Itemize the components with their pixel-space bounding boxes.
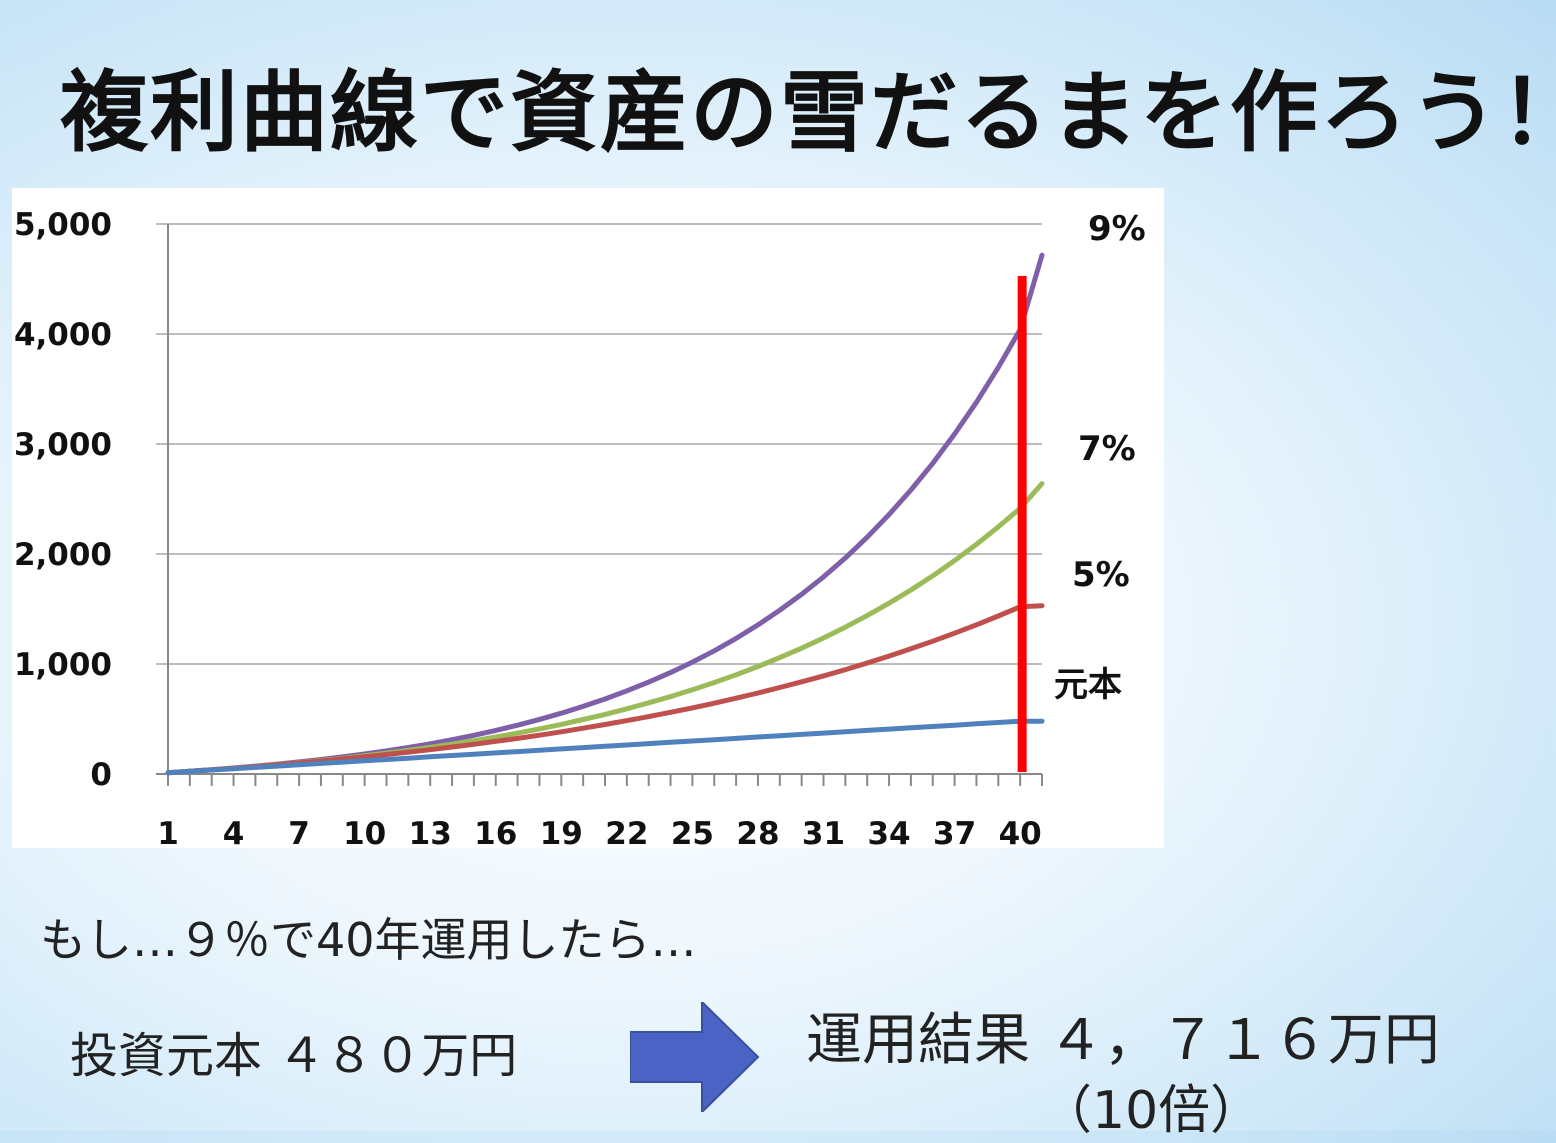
x-tick-label: 25 xyxy=(671,816,714,848)
chart-svg: 0 1,000 2,000 3,000 4,000 5,000 1 4 7 10 13 16 19 22 2… xyxy=(14,207,1146,848)
x-tick-label: 28 xyxy=(736,816,779,848)
axis-layer: 0 1,000 2,000 3,000 4,000 5,000 1 4 7 10 13 16 19 22 2… xyxy=(14,207,1043,848)
series-label: 7% xyxy=(1078,429,1136,469)
x-tick-label: 7 xyxy=(288,816,310,848)
page-title: 複利曲線で資産の雪だるまを作ろう！ xyxy=(60,61,1556,164)
x-tick-label: 1 xyxy=(157,816,179,848)
y-tick-label: 1,000 xyxy=(14,647,112,683)
y-tick-label: 2,000 xyxy=(14,537,112,573)
x-tick-label: 4 xyxy=(223,816,245,848)
series-line xyxy=(165,718,1045,776)
x-tick-label: 31 xyxy=(802,816,845,848)
x-tick-label: 16 xyxy=(474,816,517,848)
multiple-text: （10倍） xyxy=(1040,1081,1263,1141)
x-tick-label: 19 xyxy=(540,816,583,848)
x-tick-label: 22 xyxy=(605,816,648,848)
y-tick-label: 0 xyxy=(90,757,112,793)
x-tick-label: 34 xyxy=(867,816,910,848)
x-tick-label: 37 xyxy=(933,816,976,848)
compound-interest-chart: 0 1,000 2,000 3,000 4,000 5,000 1 4 7 10 13 16 19 22 2… xyxy=(12,188,1164,848)
y-tick-label: 3,000 xyxy=(14,427,112,463)
series-layer xyxy=(165,252,1045,776)
x-tick-label: 13 xyxy=(409,816,452,848)
label-layer: 9% 7% 5% 元本 xyxy=(1054,209,1146,705)
x-tick-label: 10 xyxy=(343,816,386,848)
series-label: 9% xyxy=(1088,209,1146,249)
series-label: 5% xyxy=(1072,555,1130,595)
grid-layer xyxy=(156,223,1042,775)
principal-text: 投資元本 ４８０万円 xyxy=(70,1028,518,1084)
condition-text: もし…９％で40年運用したら… xyxy=(40,913,697,967)
y-tick-label: 4,000 xyxy=(14,317,112,353)
y-tick-label: 5,000 xyxy=(14,207,112,243)
result-text: 運用結果 ４，７１６万円 xyxy=(806,1008,1440,1073)
x-tick-label: 40 xyxy=(999,816,1042,848)
series-line xyxy=(165,252,1045,776)
series-label: 元本 xyxy=(1054,665,1122,705)
right-arrow-icon xyxy=(630,1002,760,1112)
